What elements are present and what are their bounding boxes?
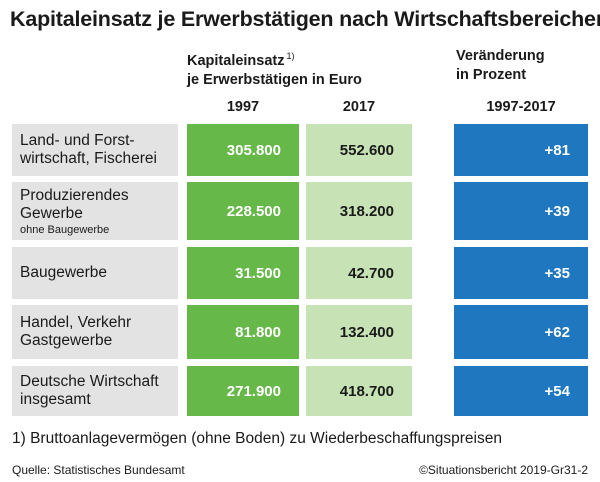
row-label-line: Gewerbe <box>20 204 83 222</box>
row-label-subtext: ohne Baugewerbe <box>20 223 110 236</box>
value-cell-2017: 132.400 <box>306 305 412 359</box>
chart-title: Kapitaleinsatz je Erwerbstätigen nach Wi… <box>10 7 600 31</box>
header-capital-line2: je Erwerbstätigen in Euro <box>187 72 362 88</box>
column-header-1997: 1997 <box>226 99 260 115</box>
value-cell-1997: 271.900 <box>187 366 299 416</box>
column-header-change: 1997-2017 <box>486 99 556 115</box>
value-cell-1997: 305.800 <box>187 124 299 176</box>
footnote: 1) Bruttoanlagevermögen (ohne Boden) zu … <box>12 430 502 447</box>
row-label: Produzierendes Gewerbe ohne Baugewerbe <box>12 182 178 240</box>
row-label-line: Baugewerbe <box>20 264 108 281</box>
row-label: Deutsche Wirtschaft insgesamt <box>12 366 178 416</box>
value-cell-1997: 31.500 <box>187 247 299 299</box>
row-label-line: wirtschaft, Fischerei <box>20 150 157 167</box>
change-cell: +54 <box>454 366 588 416</box>
column-header-2017: 2017 <box>342 99 376 115</box>
value-cell-1997: 81.800 <box>187 305 299 359</box>
change-cell: +62 <box>454 305 588 359</box>
header-change-line1: Veränderung <box>456 48 545 64</box>
change-cell: +39 <box>454 182 588 240</box>
change-cell: +81 <box>454 124 588 176</box>
row-label-line: insgesamt <box>20 391 91 408</box>
row-label: Land- und Forst-wirtschaft, Fischerei <box>12 124 178 176</box>
row-label: Baugewerbe <box>12 247 178 299</box>
header-capital: Kapitaleinsatz 1) je Erwerbstätigen in Eu… <box>187 47 362 90</box>
row-label-line: Land- und Forst- <box>20 132 135 149</box>
row-label: Handel, Verkehr Gastgewerbe <box>12 305 178 359</box>
value-cell-1997: 228.500 <box>187 182 299 240</box>
header-change: Veränderung in Prozent <box>456 47 545 85</box>
footnote-marker: 1) <box>286 51 295 61</box>
value-cell-2017: 418.700 <box>306 366 412 416</box>
row-label-line: Deutsche Wirtschaft <box>20 373 159 390</box>
row-label-line: Produzierendes <box>20 186 129 204</box>
credit-note: ©Situationsbericht 2019-Gr31-2 <box>419 463 588 477</box>
row-label-line: Gastgewerbe <box>20 332 113 349</box>
header-capital-line1: Kapitaleinsatz <box>187 53 285 69</box>
value-cell-2017: 318.200 <box>306 182 412 240</box>
source-note: Quelle: Statistisches Bundesamt <box>12 463 185 477</box>
row-label-line: Handel, Verkehr <box>20 314 132 331</box>
value-cell-2017: 552.600 <box>306 124 412 176</box>
header-change-line2: in Prozent <box>456 67 527 83</box>
change-cell: +35 <box>454 247 588 299</box>
value-cell-2017: 42.700 <box>306 247 412 299</box>
